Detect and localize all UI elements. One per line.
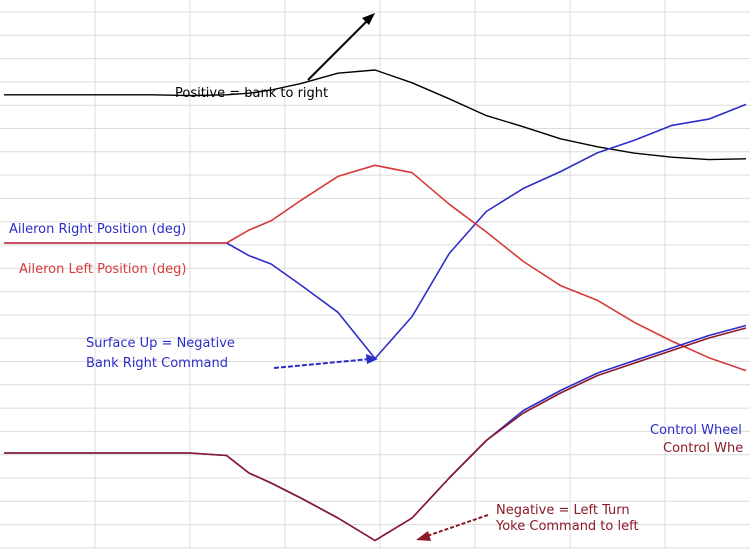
annotation-negative-left: Negative = Left Turn	[496, 503, 630, 518]
series-line-aileron-left	[4, 164, 747, 372]
bank-arrow-head	[362, 13, 375, 25]
yoke-arrow-head	[416, 531, 431, 541]
legend-control-wheel-1: Control Wheel	[650, 423, 742, 438]
surface-arrow-head	[366, 354, 378, 364]
legend-control-wheel-2: Control Whe	[663, 441, 743, 456]
legend-aileron-left: Aileron Left Position (deg)	[19, 262, 186, 277]
surface-arrow	[273, 358, 371, 369]
series-line-bank	[4, 69, 747, 161]
bank-arrow	[307, 15, 373, 81]
annotation-yoke-left: Yoke Command to left	[495, 519, 639, 534]
series-lines	[4, 69, 747, 542]
annotation-arrows	[273, 13, 489, 541]
series-line-wheel-2	[4, 327, 747, 542]
annotation-bank-right: Bank Right Command	[86, 356, 228, 371]
annotation-bank: Positive = bank to right	[175, 86, 328, 101]
yoke-arrow	[423, 514, 489, 538]
annotation-surface-up: Surface Up = Negative	[86, 336, 235, 351]
legend-aileron-right: Aileron Right Position (deg)	[9, 222, 186, 237]
